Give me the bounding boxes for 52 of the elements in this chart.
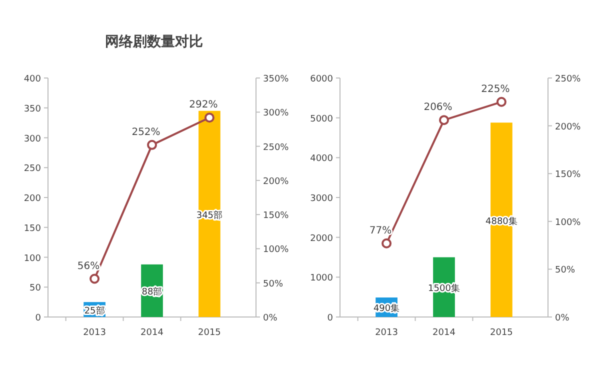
y-tick-label: 100 — [24, 254, 42, 264]
y2-tick-label: 250% — [263, 142, 290, 153]
y-tick-label: 1000 — [310, 274, 334, 284]
data-label: 56% — [77, 260, 100, 272]
point — [382, 238, 392, 248]
y2-tick-label: 100% — [555, 218, 582, 228]
x-tick-label: 2014 — [140, 328, 164, 338]
y-tick-label: 4000 — [310, 154, 334, 164]
y2-tick-label: 100% — [263, 245, 290, 256]
data-label: 88部 — [142, 286, 162, 298]
y-tick-label: 350 — [24, 104, 42, 114]
y-tick-label: 250 — [24, 164, 42, 174]
y-tick-label: 50 — [30, 284, 42, 294]
point — [90, 274, 100, 284]
x-tick-label: 2015 — [198, 328, 221, 338]
point — [147, 140, 157, 150]
x-tick-label: 2015 — [490, 328, 513, 338]
y2-tick-label: 0% — [555, 314, 570, 324]
data-label: 77% — [369, 225, 392, 236]
y2-tick-label: 350% — [263, 74, 290, 84]
y-tick-label: 400 — [24, 74, 42, 84]
y2-tick-label: 200% — [263, 176, 290, 187]
data-label: 25部 — [84, 306, 105, 317]
y2-tick-label: 250% — [555, 74, 582, 84]
y2-tick-label: 50% — [555, 266, 576, 276]
y2-tick-label: 300% — [263, 108, 290, 119]
x-tick-label: 2013 — [375, 328, 398, 338]
y-tick-label: 6000 — [310, 74, 334, 84]
y2-tick-label: 50% — [263, 279, 284, 290]
bar — [198, 110, 220, 317]
data-label: 252% — [132, 126, 160, 138]
y-tick-label: 200 — [24, 194, 42, 204]
y-tick-label: 5000 — [310, 114, 334, 124]
y-tick-label: 150 — [24, 224, 42, 234]
y2-tick-label: 150% — [555, 170, 582, 180]
y-tick-label: 2000 — [310, 234, 334, 244]
y-tick-label: 0 — [35, 314, 42, 324]
point — [439, 115, 449, 126]
point — [496, 96, 506, 107]
data-label: 292% — [189, 100, 218, 111]
y-tick-label: 0 — [327, 314, 334, 324]
data-label: 225% — [481, 84, 510, 95]
y-tick-label: 300 — [24, 134, 42, 144]
point — [204, 112, 214, 123]
x-tick-label: 2013 — [83, 328, 106, 338]
x-tick-label: 2014 — [432, 328, 456, 338]
data-label: 206% — [424, 102, 452, 114]
y2-tick-label: 0% — [263, 314, 278, 324]
y2-tick-label: 150% — [263, 211, 290, 222]
chart-title: 网络剧数量对比 — [105, 34, 203, 50]
y-tick-label: 3000 — [310, 194, 334, 204]
y2-tick-label: 200% — [555, 122, 582, 132]
